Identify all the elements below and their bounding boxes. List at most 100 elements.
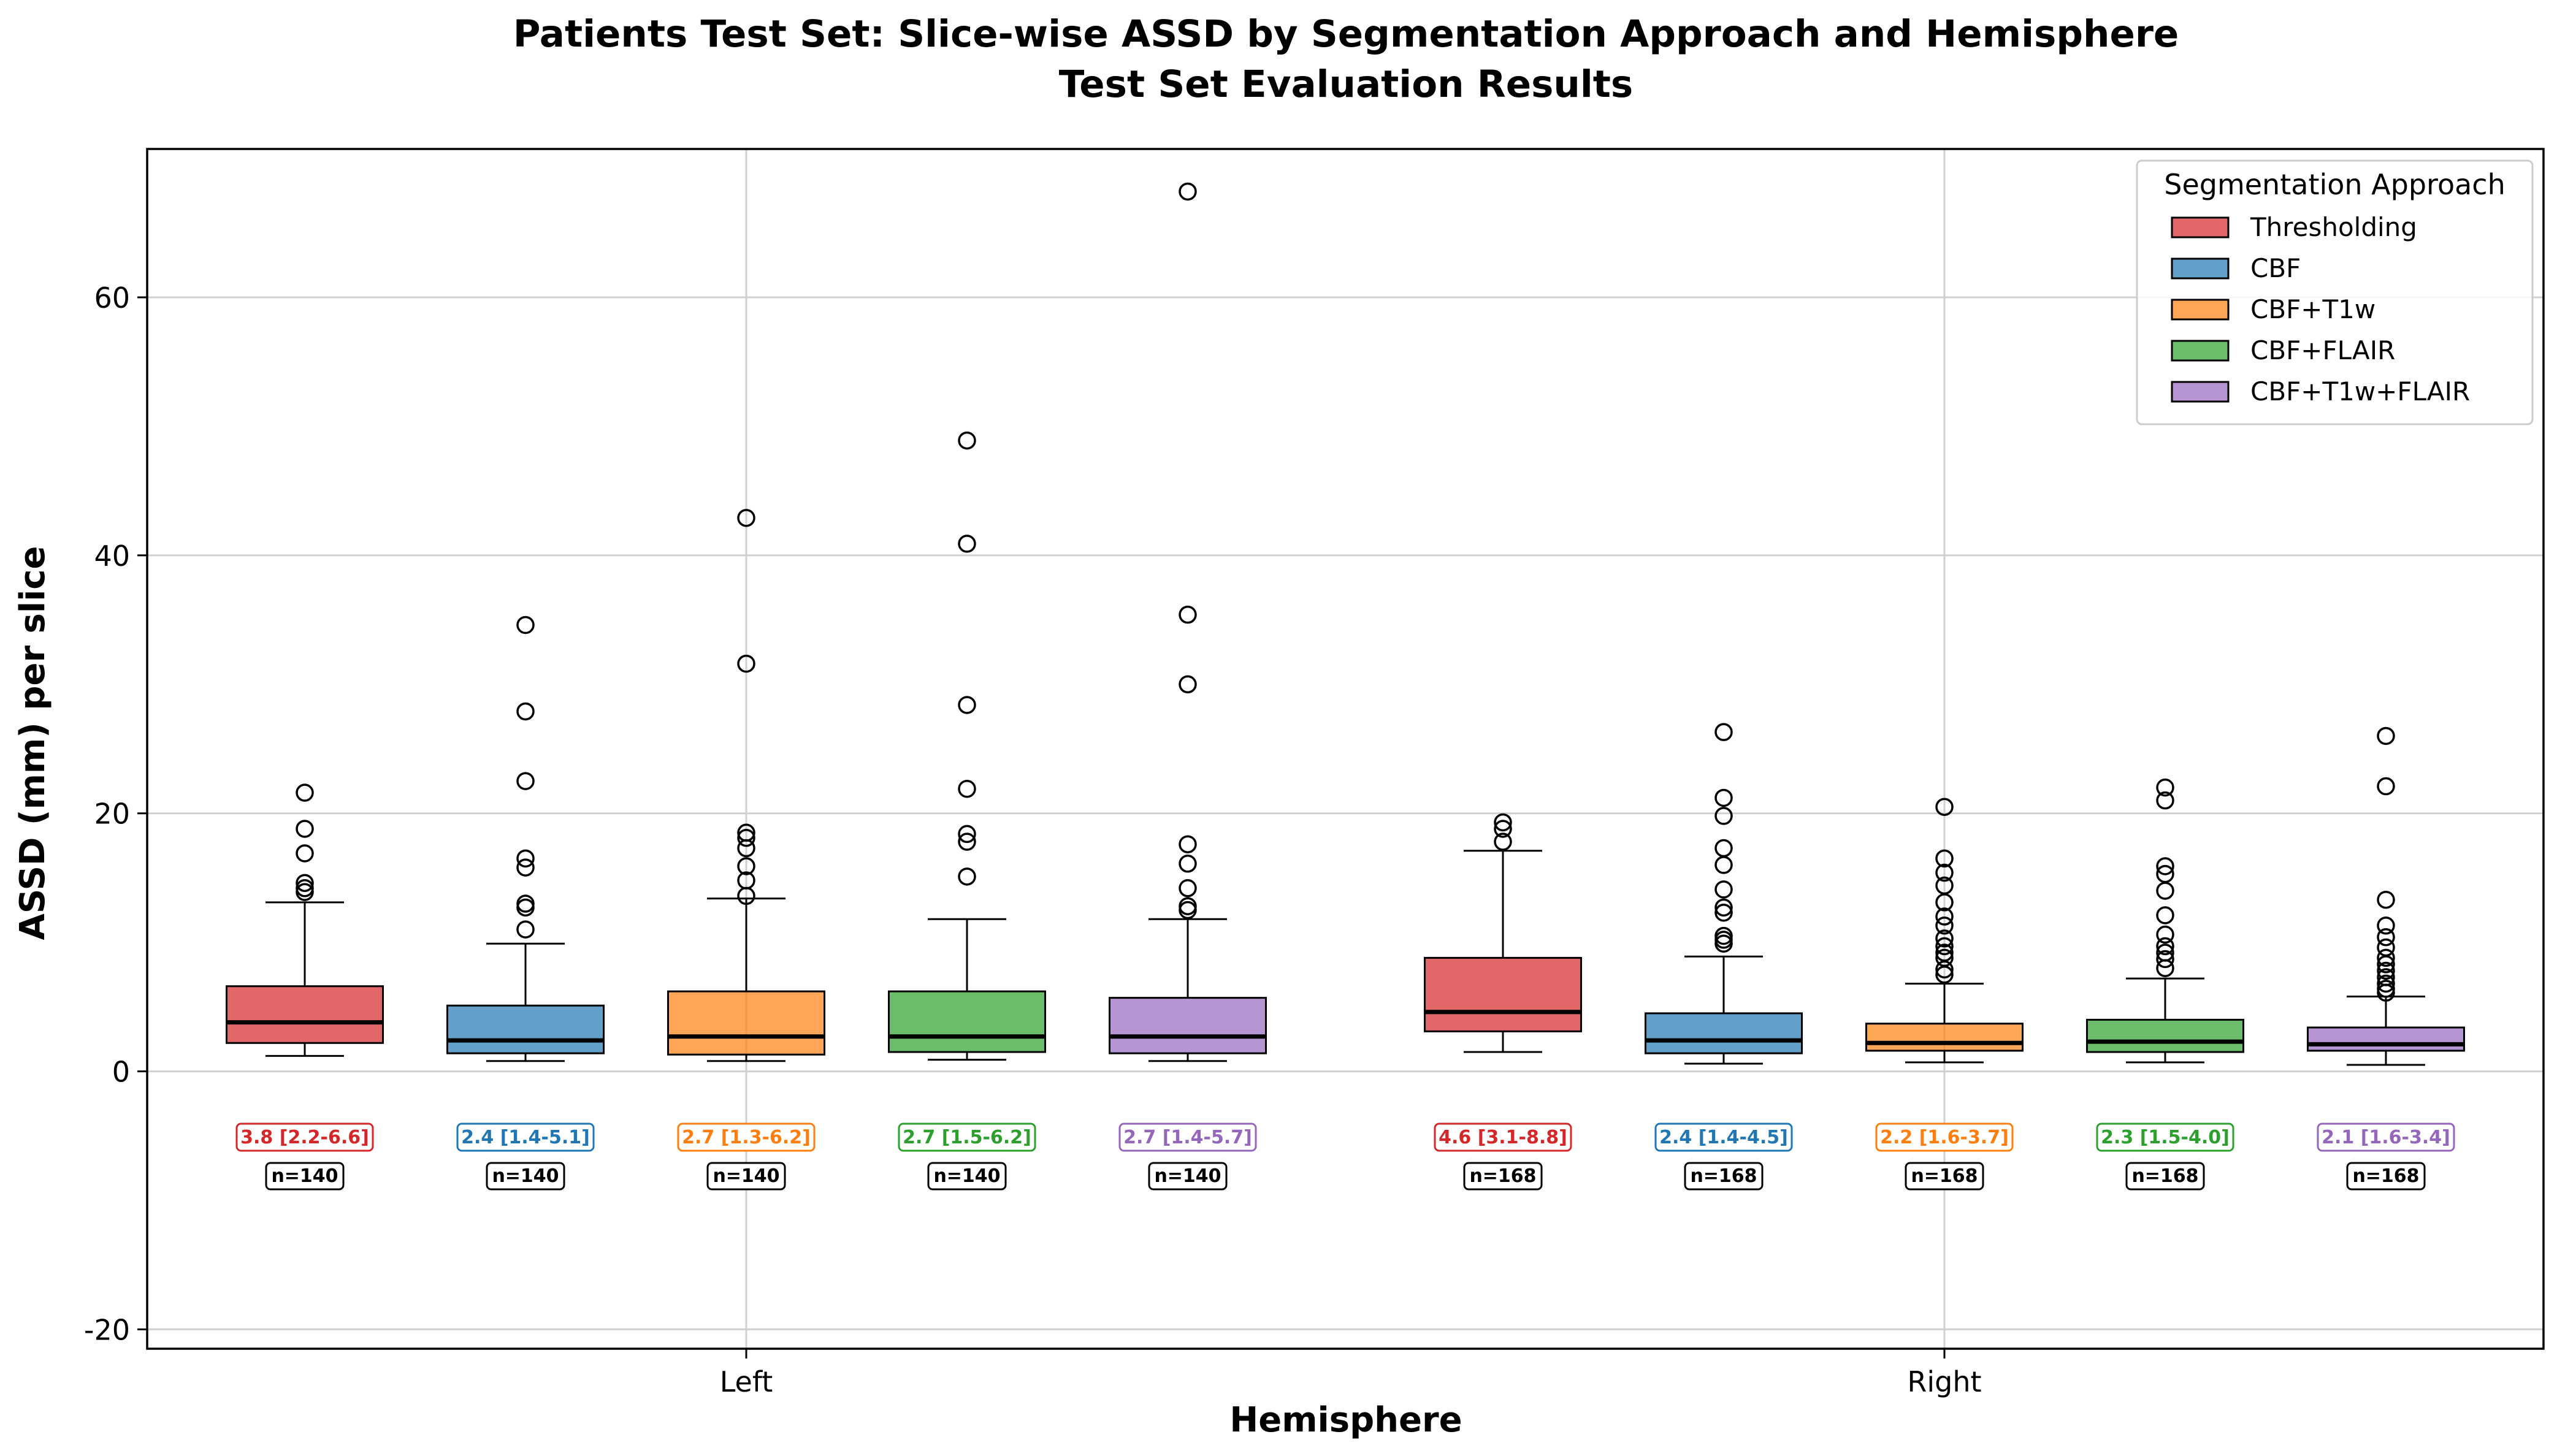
outlier-point: [1179, 605, 1197, 624]
outlier-point: [1714, 807, 1733, 825]
outlier-point: [2156, 791, 2174, 810]
outlier-point: [1935, 876, 1954, 895]
outlier-point: [2156, 778, 2174, 797]
annotation-box: [235, 1122, 374, 1152]
n-box: [1905, 1162, 1984, 1191]
annotation-n: n=140: [492, 1165, 559, 1187]
outlier-point: [1935, 798, 1954, 816]
outlier-point: [958, 696, 976, 714]
annotation-median-iqr: 2.4 [1.4-5.1]: [461, 1127, 590, 1148]
annotation-n: n=168: [1911, 1165, 1978, 1187]
outlier-point: [1179, 855, 1197, 873]
outlier-point: [516, 898, 535, 917]
legend-label: CBF+T1w: [2250, 294, 2375, 324]
outlier-point: [2377, 726, 2395, 745]
outlier-point: [737, 823, 755, 842]
iqr-box: [1424, 956, 1582, 1032]
box-cbf-t1w-flair-right: [2307, 726, 2465, 1066]
annotation-n: n=140: [933, 1165, 1000, 1187]
box-thresholding-left: [226, 783, 384, 1057]
outlier-point: [516, 772, 535, 790]
x-tick-label: Left: [720, 1365, 773, 1398]
outlier-point: [1179, 897, 1197, 915]
iqr-box: [2307, 1026, 2465, 1052]
legend: Segmentation Approach Thresholding CBF CBF+…: [2136, 159, 2534, 425]
outlier-point: [516, 920, 535, 939]
annotation-box: [456, 1122, 595, 1152]
annotation-median-iqr: 2.7 [1.5-6.2]: [903, 1127, 1031, 1148]
plot-frame: [146, 148, 2545, 1350]
box-cbf-t1w-flair-left: [1109, 182, 1267, 1062]
outlier-point: [516, 894, 535, 913]
outlier-point: [1714, 903, 1733, 922]
n-box: [1684, 1162, 1764, 1191]
outlier-point: [2156, 943, 2174, 962]
iqr-box: [226, 985, 384, 1044]
outlier-point: [2156, 906, 2174, 924]
legend-swatch: [2171, 257, 2230, 280]
y-axis-label: ASSD (mm) per slice: [13, 546, 53, 940]
y-tick-label: 40: [94, 539, 130, 573]
legend-label: CBF: [2250, 253, 2301, 283]
annotation-median-iqr: 4.6 [3.1-8.8]: [1439, 1127, 1567, 1148]
annotation-box: [2317, 1122, 2455, 1152]
annotation-box: [677, 1122, 816, 1152]
annotation-box: [1434, 1122, 1572, 1152]
annotation-median-iqr: 2.7 [1.4-5.7]: [1123, 1127, 1252, 1148]
outlier-point: [2377, 938, 2395, 957]
annotation-median-iqr: 2.3 [1.5-4.0]: [2101, 1127, 2230, 1148]
box-cbf-t1w-right: [1865, 798, 2024, 1064]
box-annotations: 3.8 [2.2-6.6] n=140 4.6 [3.1-8.8] n=168 2.4 …: [235, 1122, 2455, 1191]
legend-box: [2136, 159, 2534, 425]
n-box: [486, 1162, 565, 1191]
outlier-point: [1935, 917, 1954, 935]
annotation-n: n=168: [2352, 1165, 2419, 1187]
annotation-box: [898, 1122, 1036, 1152]
x-tick-label: Right: [1907, 1365, 1981, 1398]
outlier-point: [1494, 820, 1512, 838]
annotation-median-iqr: 2.7 [1.3-6.2]: [682, 1127, 811, 1148]
y-tick-label: 0: [112, 1056, 130, 1089]
annotation-box: [2096, 1122, 2234, 1152]
legend-swatch: [2171, 299, 2230, 321]
outlier-point: [958, 833, 976, 851]
annotation-n: n=168: [1469, 1165, 1536, 1187]
annotation-box: [1654, 1122, 1793, 1152]
legend-swatch: [2171, 381, 2230, 403]
outlier-point: [1714, 723, 1733, 741]
outlier-point: [2377, 980, 2395, 998]
outlier-point: [1935, 943, 1954, 962]
outlier-point: [1714, 898, 1733, 917]
legend-label: Thresholding: [2250, 212, 2417, 242]
outlier-point: [2377, 961, 2395, 980]
y-tick-label: -20: [84, 1313, 130, 1346]
outlier-point: [2377, 928, 2395, 947]
outlier-point: [958, 867, 976, 886]
outlier-point: [516, 702, 535, 721]
outlier-point: [737, 857, 755, 875]
outlier-point: [2377, 948, 2395, 967]
annotation-median-iqr: 3.8 [2.2-6.6]: [240, 1127, 369, 1148]
outlier-point: [296, 783, 314, 802]
y-tick-label: 60: [94, 281, 130, 314]
box-cbf-flair-left: [888, 431, 1046, 1061]
n-box: [927, 1162, 1007, 1191]
outlier-point: [1935, 929, 1954, 948]
box-cbf-right: [1645, 723, 1803, 1065]
box-cbf-flair-right: [2086, 778, 2244, 1064]
annotation-median-iqr: 2.1 [1.6-3.4]: [2322, 1127, 2450, 1148]
n-box: [1463, 1162, 1543, 1191]
iqr-box: [2086, 1018, 2244, 1053]
iqr-box: [1865, 1023, 2024, 1052]
iqr-box: [446, 1004, 605, 1054]
annotation-median-iqr: 2.4 [1.4-4.5]: [1659, 1127, 1788, 1148]
outlier-point: [1935, 948, 1954, 967]
outlier-point: [1179, 675, 1197, 694]
outlier-point: [1714, 788, 1733, 807]
iqr-box: [888, 990, 1046, 1053]
outlier-point: [2377, 968, 2395, 986]
outlier-point: [296, 844, 314, 863]
box-thresholding-right: [1424, 813, 1582, 1053]
outlier-point: [2377, 917, 2395, 935]
